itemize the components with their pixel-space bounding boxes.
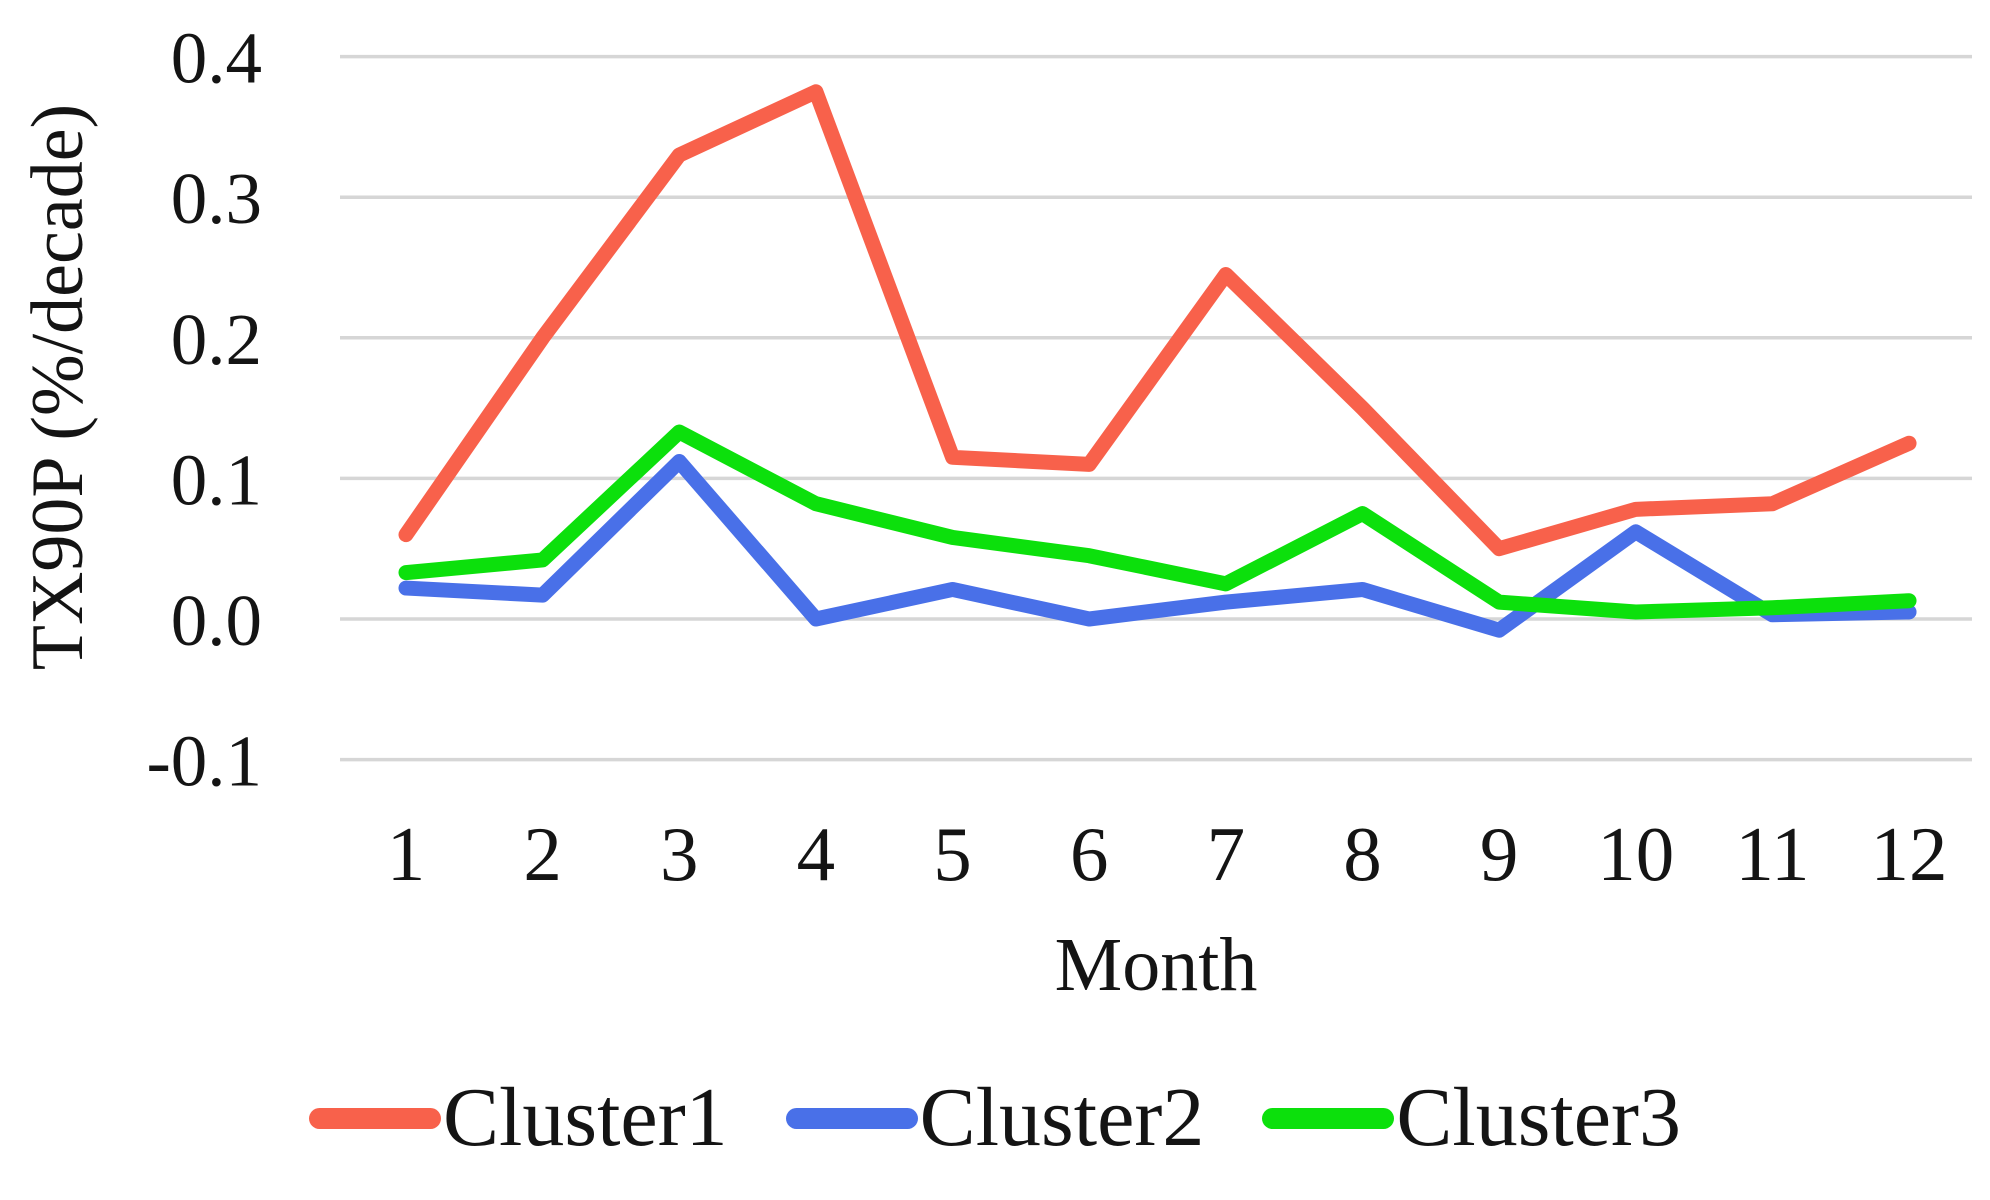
x-tick-label: 5 bbox=[933, 811, 972, 897]
x-tick-label: 9 bbox=[1480, 811, 1519, 897]
x-tick-label: 10 bbox=[1597, 811, 1674, 897]
series-lines bbox=[398, 84, 1917, 638]
y-tick-labels: 0.4 0.3 0.2 0.1 0.0 -0.1 bbox=[146, 18, 262, 802]
x-tick-label: 12 bbox=[1871, 811, 1948, 897]
x-tick-label: 11 bbox=[1735, 811, 1809, 897]
x-tick-label: 6 bbox=[1070, 811, 1109, 897]
legend-swatch-icon bbox=[309, 1107, 442, 1129]
legend-label: Cluster2 bbox=[919, 1071, 1205, 1164]
y-tick-label: 0.1 bbox=[171, 439, 262, 520]
y-tick-label: 0.0 bbox=[171, 580, 262, 661]
x-tick-labels: 1 2 3 4 5 6 7 8 9 10 11 12 bbox=[387, 811, 1948, 897]
y-tick-label: 0.3 bbox=[171, 158, 262, 239]
legend-swatch-icon bbox=[1262, 1107, 1395, 1129]
legend-swatch-icon bbox=[785, 1107, 918, 1129]
legend-item-cluster1: Cluster1 bbox=[309, 1076, 728, 1160]
legend-item-cluster2: Cluster2 bbox=[785, 1071, 1205, 1164]
x-tick-label: 2 bbox=[523, 811, 562, 897]
legend-item-cluster3: Cluster3 bbox=[1262, 1076, 1681, 1160]
legend-label: Cluster1 bbox=[443, 1071, 728, 1164]
y-tick-label: -0.1 bbox=[146, 721, 262, 802]
x-tick-label: 8 bbox=[1343, 811, 1382, 897]
x-tick-label: 7 bbox=[1207, 811, 1246, 897]
x-axis-title: Month bbox=[1054, 923, 1258, 1007]
y-tick-label: 0.2 bbox=[171, 299, 262, 380]
series-line-cluster2 bbox=[398, 454, 1917, 638]
x-tick-label: 3 bbox=[660, 811, 699, 897]
series-line-cluster3 bbox=[398, 424, 1917, 620]
legend: Cluster1 Cluster2 Cluster3 bbox=[0, 1058, 1990, 1178]
legend-label: Cluster3 bbox=[1396, 1071, 1681, 1164]
x-tick-label: 4 bbox=[797, 811, 836, 897]
x-tick-label: 1 bbox=[387, 811, 426, 897]
y-tick-label: 0.4 bbox=[171, 18, 262, 99]
series-line-cluster1 bbox=[398, 84, 1917, 557]
gridlines bbox=[340, 54, 1972, 762]
